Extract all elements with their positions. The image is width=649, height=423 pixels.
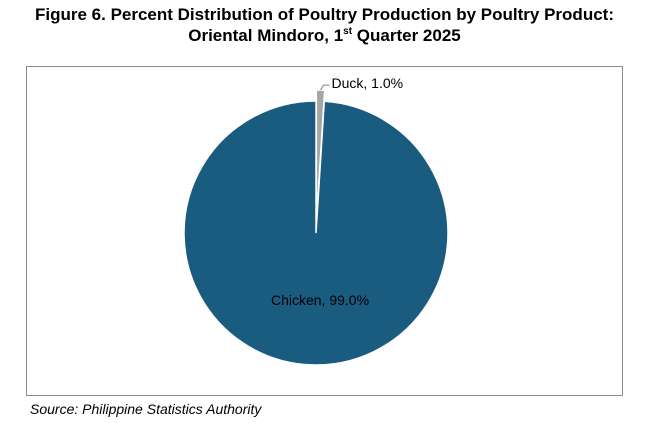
chart-title-superscript: st xyxy=(343,26,353,37)
chart-area-frame xyxy=(26,66,623,396)
chart-title: Figure 6. Percent Distribution of Poultr… xyxy=(0,4,649,46)
chart-title-line2-suffix: Quarter 2025 xyxy=(352,26,461,45)
source-note: Source: Philippine Statistics Authority xyxy=(30,401,262,417)
leader-line-duck xyxy=(320,84,330,91)
data-label-chicken: Chicken, 99.0% xyxy=(271,292,369,308)
data-label-duck: Duck, 1.0% xyxy=(331,75,403,91)
chart-title-line2: Oriental Mindoro, 1st Quarter 2025 xyxy=(0,25,649,46)
pie-slice-chicken xyxy=(183,100,449,366)
chart-title-line1: Figure 6. Percent Distribution of Poultr… xyxy=(35,5,614,24)
chart-title-line2-prefix: Oriental Mindoro, 1 xyxy=(188,26,344,45)
